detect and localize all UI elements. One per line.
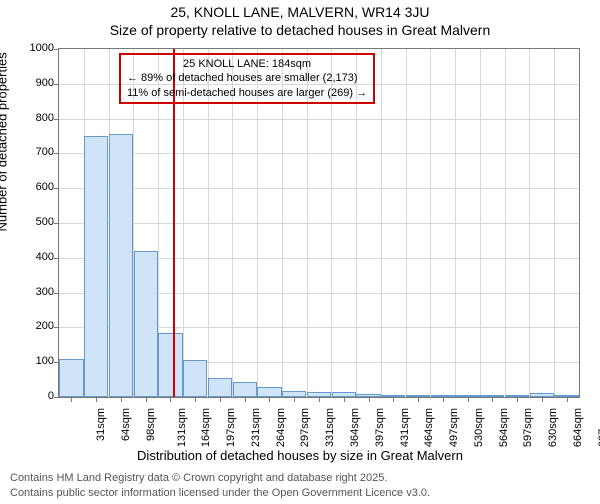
xtick-label: 98sqm: [145, 408, 157, 441]
bar: [134, 251, 158, 397]
xtick-label: 131sqm: [176, 408, 188, 447]
xtick-mark: [443, 397, 444, 402]
annotation-line-1: 25 KNOLL LANE: 184sqm: [127, 57, 367, 71]
ytick-label: 400: [14, 251, 54, 263]
gridline-h: [59, 119, 579, 120]
gridline-v: [455, 49, 456, 397]
xtick-mark: [369, 397, 370, 402]
bar: [208, 378, 232, 397]
xtick-mark: [71, 397, 72, 402]
gridline-h: [59, 153, 579, 154]
bar: [158, 333, 182, 397]
ytick-label: 100: [14, 355, 54, 367]
footer-attribution: Contains HM Land Registry data © Crown c…: [10, 471, 430, 500]
annotation-line-3: 11% of semi-detached houses are larger (…: [127, 86, 367, 100]
xtick-label: 364sqm: [349, 408, 361, 447]
xtick-mark: [319, 397, 320, 402]
gridline-h: [59, 188, 579, 189]
xtick-mark: [492, 397, 493, 402]
x-axis-label: Distribution of detached houses by size …: [0, 448, 600, 463]
xtick-mark: [170, 397, 171, 402]
gridline-v: [480, 49, 481, 397]
bar: [59, 359, 83, 397]
bar: [257, 387, 281, 397]
ytick-mark: [54, 153, 59, 154]
xtick-mark: [393, 397, 394, 402]
annotation-box: 25 KNOLL LANE: 184sqm ← 89% of detached …: [119, 53, 375, 104]
ytick-label: 200: [14, 320, 54, 332]
ytick-mark: [54, 258, 59, 259]
xtick-label: 397sqm: [374, 408, 386, 447]
xtick-mark: [542, 397, 543, 402]
xtick-label: 431sqm: [399, 408, 411, 447]
xtick-mark: [121, 397, 122, 402]
xtick-label: 664sqm: [572, 408, 584, 447]
chart-container: Number of detached properties 25 KNOLL L…: [0, 40, 600, 460]
xtick-label: 64sqm: [120, 408, 132, 441]
gridline-v: [381, 49, 382, 397]
chart-title-main: 25, KNOLL LANE, MALVERN, WR14 3JU: [0, 4, 600, 20]
gridline-h: [59, 223, 579, 224]
bar: [183, 360, 207, 397]
xtick-mark: [294, 397, 295, 402]
bar: [233, 382, 257, 397]
ytick-mark: [54, 49, 59, 50]
ytick-label: 500: [14, 216, 54, 228]
xtick-mark: [220, 397, 221, 402]
xtick-label: 530sqm: [473, 408, 485, 447]
ytick-label: 700: [14, 146, 54, 158]
gridline-v: [406, 49, 407, 397]
xtick-label: 630sqm: [547, 408, 559, 447]
xtick-mark: [245, 397, 246, 402]
ytick-label: 1000: [14, 42, 54, 54]
ytick-mark: [54, 327, 59, 328]
xtick-label: 331sqm: [324, 408, 336, 447]
xtick-label: 197sqm: [225, 408, 237, 447]
gridline-v: [529, 49, 530, 397]
xtick-label: 497sqm: [448, 408, 460, 447]
ytick-mark: [54, 293, 59, 294]
xtick-mark: [517, 397, 518, 402]
plot-area: 25 KNOLL LANE: 184sqm ← 89% of detached …: [58, 48, 580, 398]
bar: [84, 136, 108, 397]
ytick-label: 600: [14, 181, 54, 193]
ytick-mark: [54, 397, 59, 398]
xtick-mark: [269, 397, 270, 402]
ytick-mark: [54, 84, 59, 85]
ytick-label: 0: [14, 390, 54, 402]
xtick-mark: [418, 397, 419, 402]
xtick-mark: [567, 397, 568, 402]
gridline-v: [430, 49, 431, 397]
chart-title-sub: Size of property relative to detached ho…: [0, 22, 600, 38]
xtick-label: 464sqm: [423, 408, 435, 447]
xtick-mark: [195, 397, 196, 402]
xtick-label: 164sqm: [201, 408, 213, 447]
xtick-mark: [146, 397, 147, 402]
footer-line-1: Contains HM Land Registry data © Crown c…: [10, 471, 430, 485]
xtick-mark: [96, 397, 97, 402]
xtick-label: 31sqm: [95, 408, 107, 441]
ytick-label: 300: [14, 286, 54, 298]
bar: [109, 134, 133, 397]
xtick-label: 297sqm: [300, 408, 312, 447]
xtick-mark: [344, 397, 345, 402]
xtick-label: 564sqm: [498, 408, 510, 447]
annotation-line-2: ← 89% of detached houses are smaller (2,…: [127, 71, 367, 85]
gridline-v: [505, 49, 506, 397]
ytick-mark: [54, 119, 59, 120]
xtick-label: 264sqm: [275, 408, 287, 447]
xtick-label: 231sqm: [250, 408, 262, 447]
ytick-mark: [54, 223, 59, 224]
y-axis-label: Number of detached properties: [0, 52, 10, 231]
gridline-v: [554, 49, 555, 397]
xtick-label: 597sqm: [522, 408, 534, 447]
ytick-label: 900: [14, 77, 54, 89]
ytick-mark: [54, 188, 59, 189]
footer-line-2: Contains public sector information licen…: [10, 486, 430, 500]
ytick-label: 800: [14, 112, 54, 124]
xtick-mark: [468, 397, 469, 402]
